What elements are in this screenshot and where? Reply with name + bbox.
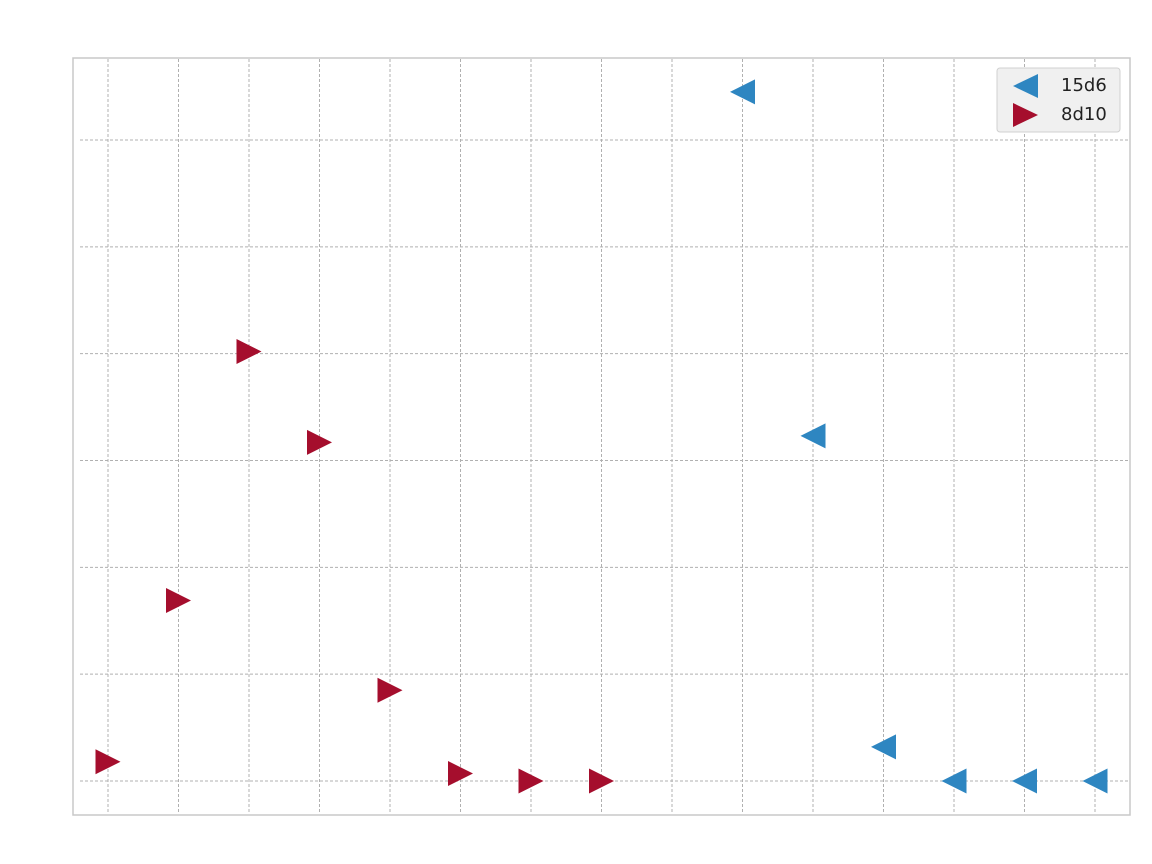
marker-8d10: [307, 429, 332, 455]
marker-15d6: [941, 768, 967, 794]
marker-8d10: [518, 768, 544, 794]
marker-15d6: [871, 734, 896, 760]
legend-marker-8d10: [1013, 103, 1038, 127]
marker-8d10: [589, 768, 614, 794]
grid: [80, 59, 1130, 814]
legend-label-15d6: 15d6: [1061, 75, 1107, 96]
marker-15d6: [1012, 768, 1037, 794]
marker-8d10: [95, 749, 121, 775]
marker-15d6: [1082, 768, 1108, 794]
marker-8d10: [448, 761, 473, 787]
marker-15d6: [730, 79, 755, 105]
data-markers: [95, 79, 1108, 794]
marker-8d10: [236, 339, 262, 365]
marker-8d10: [377, 677, 403, 703]
legend-marker-15d6: [1013, 74, 1038, 98]
marker-15d6: [800, 423, 826, 449]
marker-8d10: [166, 587, 191, 613]
legend-label-8d10: 8d10: [1061, 104, 1107, 125]
legend: 15d6 8d10: [996, 67, 1121, 133]
